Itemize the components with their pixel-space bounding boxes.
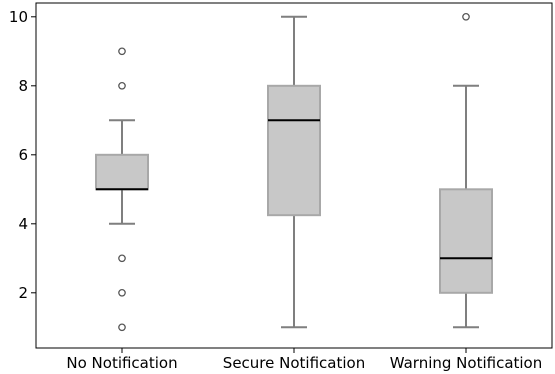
x-tick-label: No Notification: [66, 354, 177, 372]
outlier-point: [118, 47, 126, 56]
outlier-point: [118, 81, 126, 90]
outlier-point: [462, 12, 470, 21]
box-3: [439, 12, 493, 329]
box-body: [439, 188, 493, 294]
y-axis: 2 4 6 8 10: [9, 8, 36, 302]
y-tick-label: 8: [18, 77, 28, 95]
x-tick-label: Warning Notification: [390, 354, 543, 372]
boxes-group: [95, 12, 493, 332]
outlier-point: [118, 254, 126, 263]
box-body: [267, 84, 321, 217]
x-tick-label: Secure Notification: [223, 354, 365, 372]
x-axis: No Notification Secure Notification Warnin…: [66, 348, 542, 372]
box-body: [95, 153, 149, 191]
y-tick-label: 4: [18, 215, 28, 233]
y-tick-label: 10: [9, 8, 28, 26]
box-2: [267, 15, 321, 329]
y-tick-label: 6: [18, 146, 28, 164]
outlier-point: [118, 288, 126, 297]
outlier-point: [118, 323, 126, 332]
y-tick-label: 2: [18, 284, 28, 302]
box-1: [95, 47, 149, 332]
